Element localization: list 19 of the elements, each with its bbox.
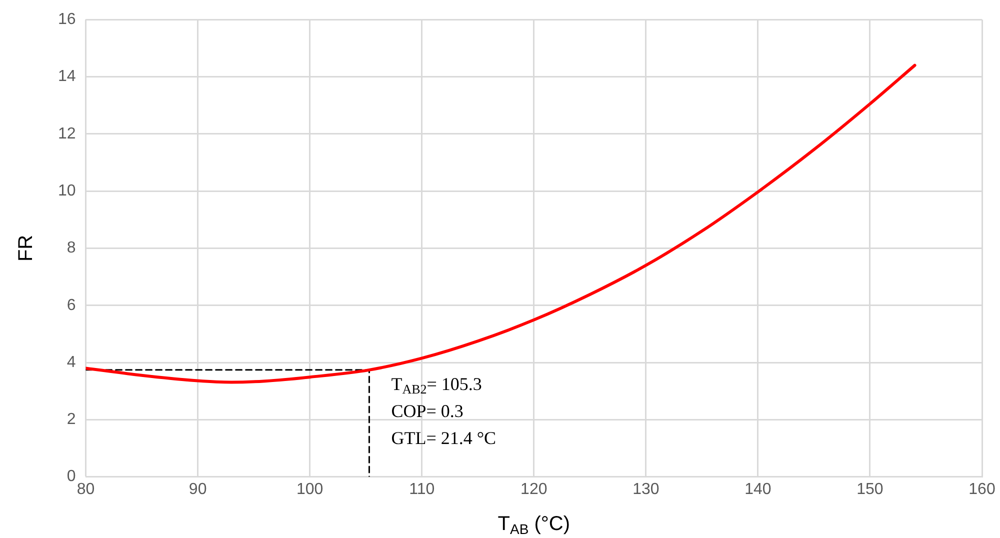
y-tick-label: 14 [58,68,76,86]
y-tick-label: 6 [66,296,76,314]
x-tick-label: 100 [296,480,324,498]
x-tick-label: 120 [520,480,548,498]
y-tick-label: 8 [66,240,76,257]
x-tick-label: 80 [76,480,95,498]
x-tick-label: 110 [409,480,435,498]
y-tick-label: 4 [66,354,76,371]
y-tick-label: 16 [58,11,76,28]
x-tick-label: 150 [856,480,884,498]
y-tick-label: 12 [58,125,76,142]
y-tick-label: 0 [66,468,76,486]
y-tick-label: 10 [58,182,76,200]
x-tick-label: 130 [632,480,660,498]
y-axis-title: FR [15,234,37,262]
x-tick-label: 90 [188,480,207,498]
x-tick-label: 160 [968,480,996,498]
x-tick-label: 140 [744,480,772,498]
y-tick-label: 2 [66,411,76,428]
